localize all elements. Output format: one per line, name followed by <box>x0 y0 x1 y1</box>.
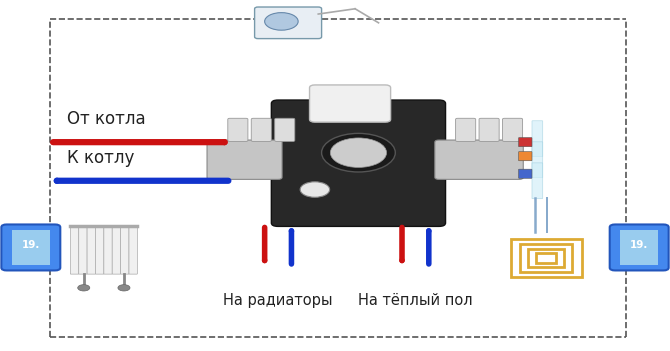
FancyBboxPatch shape <box>271 100 446 226</box>
Text: 19.: 19. <box>21 240 40 250</box>
FancyBboxPatch shape <box>79 226 87 274</box>
FancyBboxPatch shape <box>620 230 658 265</box>
Text: На тёплый пол: На тёплый пол <box>358 293 473 308</box>
Text: К котлу: К котлу <box>67 149 135 167</box>
FancyBboxPatch shape <box>519 169 532 178</box>
Circle shape <box>322 133 395 172</box>
FancyBboxPatch shape <box>532 163 543 199</box>
Circle shape <box>78 285 90 291</box>
FancyBboxPatch shape <box>228 118 248 141</box>
Circle shape <box>265 13 298 30</box>
Text: На радиаторы: На радиаторы <box>223 293 333 308</box>
FancyBboxPatch shape <box>610 225 669 270</box>
Circle shape <box>300 182 330 197</box>
FancyBboxPatch shape <box>129 226 137 274</box>
FancyBboxPatch shape <box>502 118 523 141</box>
Circle shape <box>330 138 387 167</box>
FancyBboxPatch shape <box>12 230 50 265</box>
FancyBboxPatch shape <box>310 85 391 122</box>
FancyBboxPatch shape <box>479 118 499 141</box>
FancyBboxPatch shape <box>456 118 476 141</box>
Text: 19.: 19. <box>630 240 649 250</box>
FancyBboxPatch shape <box>1 225 60 270</box>
FancyBboxPatch shape <box>70 226 79 274</box>
Text: От котла: От котла <box>67 110 145 128</box>
FancyBboxPatch shape <box>251 118 271 141</box>
FancyBboxPatch shape <box>435 140 523 179</box>
FancyBboxPatch shape <box>104 226 113 274</box>
FancyBboxPatch shape <box>87 226 96 274</box>
FancyBboxPatch shape <box>255 7 322 39</box>
Circle shape <box>118 285 130 291</box>
FancyBboxPatch shape <box>207 140 282 179</box>
FancyBboxPatch shape <box>121 226 129 274</box>
FancyBboxPatch shape <box>96 226 104 274</box>
FancyBboxPatch shape <box>112 226 121 274</box>
FancyBboxPatch shape <box>532 142 543 178</box>
FancyBboxPatch shape <box>532 121 543 157</box>
FancyBboxPatch shape <box>519 152 532 161</box>
FancyBboxPatch shape <box>519 138 532 147</box>
FancyBboxPatch shape <box>275 118 295 141</box>
